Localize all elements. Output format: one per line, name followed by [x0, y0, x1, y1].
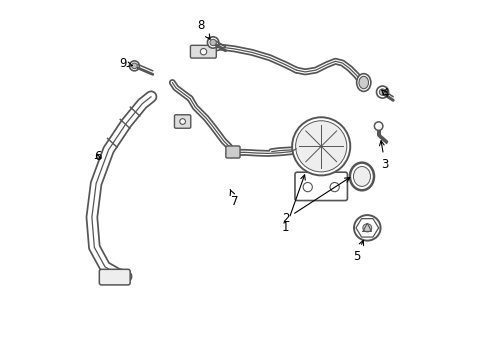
FancyBboxPatch shape [295, 172, 347, 201]
Text: 7: 7 [230, 189, 239, 208]
Circle shape [374, 122, 383, 130]
Text: 4: 4 [381, 87, 389, 100]
Ellipse shape [363, 224, 372, 232]
Ellipse shape [354, 215, 381, 240]
FancyBboxPatch shape [191, 45, 216, 58]
Circle shape [330, 183, 339, 192]
Circle shape [132, 63, 137, 69]
Text: 3: 3 [380, 141, 389, 171]
FancyBboxPatch shape [174, 115, 191, 128]
FancyBboxPatch shape [99, 269, 130, 285]
Text: 2: 2 [282, 177, 350, 225]
Circle shape [376, 86, 389, 98]
Circle shape [379, 89, 386, 95]
FancyBboxPatch shape [226, 146, 240, 158]
Circle shape [200, 49, 207, 55]
Text: 8: 8 [197, 19, 210, 39]
Circle shape [292, 117, 350, 175]
Text: 1: 1 [282, 175, 305, 234]
Circle shape [303, 183, 312, 192]
Circle shape [295, 121, 347, 172]
Text: 5: 5 [353, 240, 364, 263]
Circle shape [180, 119, 185, 124]
Ellipse shape [353, 167, 370, 186]
Circle shape [129, 61, 139, 71]
Text: 6: 6 [94, 150, 101, 163]
Ellipse shape [359, 76, 368, 89]
Circle shape [207, 37, 219, 48]
Text: 9: 9 [119, 57, 132, 69]
Circle shape [210, 39, 216, 46]
Ellipse shape [357, 74, 371, 91]
Ellipse shape [350, 163, 374, 190]
